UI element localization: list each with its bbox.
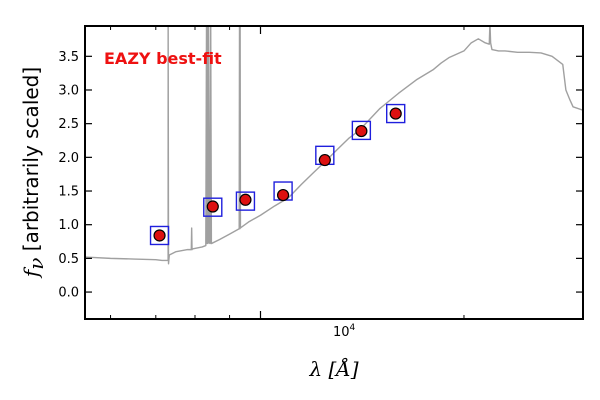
observed-point [153,229,166,242]
photometry-layer [149,103,406,246]
y-tick-label: 0.5 [58,252,79,267]
observed-point [355,124,368,138]
observed-point [318,153,331,167]
model-square [235,191,256,211]
observed-point [276,188,290,202]
x-tick-label: 104 [333,323,356,340]
model-square [149,225,170,246]
model-square [351,120,372,141]
annotation-text: EAZY best-fit [104,49,222,68]
observed-point [239,193,252,206]
y-tick-label: 3.0 [58,83,79,98]
axis-ticks: 0.0 0.5 1.0 1.5 2.0 2.5 3.0 3.5 [58,26,583,319]
y-tick-label: 0.0 [58,286,79,301]
y-axis-title: fν [arbitrarily scaled] [19,67,48,279]
model-square [203,197,223,217]
observed-point [206,200,219,213]
spectrum-line [85,26,583,265]
y-tick-label: 1.5 [58,185,79,200]
spectrum-layer [85,26,583,265]
observed-point [389,107,402,120]
y-tick-label: 3.5 [58,50,79,65]
y-tick-label: 1.0 [58,218,79,233]
x-axis-title: λ [Å] [308,356,358,381]
y-tick-label: 2.0 [58,151,79,166]
y-tick-label: 2.5 [58,117,79,132]
plot-frame [84,25,584,320]
model-square [386,103,406,124]
